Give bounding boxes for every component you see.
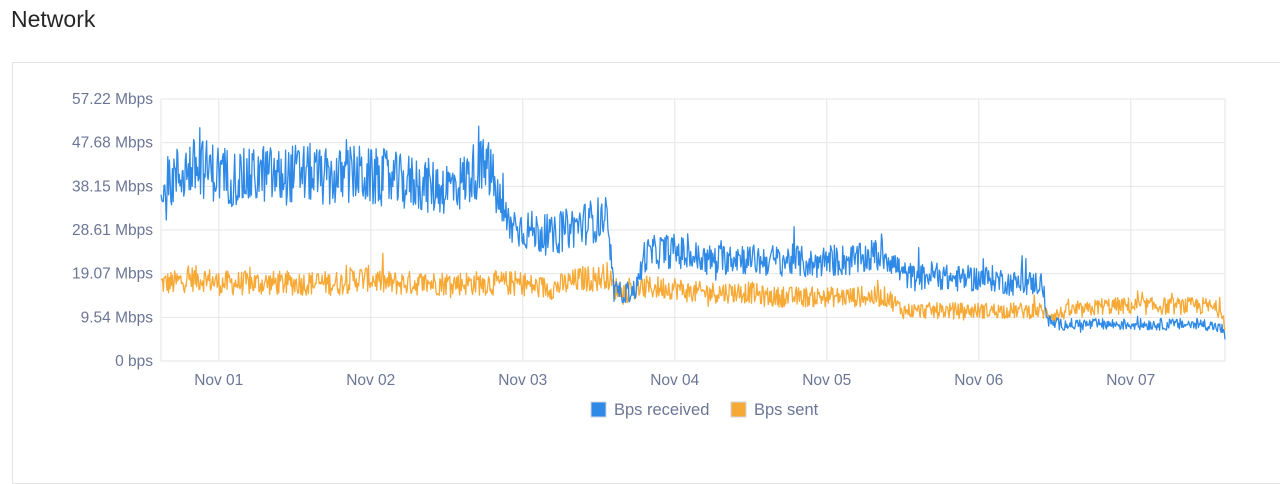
legend-swatch-received[interactable]	[590, 401, 607, 418]
network-chart: 0 bps 9.54 Mbps 19.07 Mbps 28.61 Mbps 38.15 …	[72, 91, 1226, 419]
x-tick-label: Nov 07	[1106, 372, 1155, 389]
legend-label-received[interactable]: Bps received	[614, 401, 709, 419]
y-tick-label: 38.15 Mbps	[72, 178, 153, 195]
series-line-received	[160, 125, 1226, 340]
x-tick-label: Nov 03	[498, 372, 547, 389]
x-tick-label: Nov 05	[802, 372, 851, 389]
y-tick-label: 28.61 Mbps	[72, 222, 153, 239]
series-line-sent	[160, 252, 1226, 331]
y-tick-label: 47.68 Mbps	[72, 135, 153, 152]
page-title: Network	[11, 6, 96, 32]
legend-swatch-sent[interactable]	[730, 401, 747, 418]
x-tick-label: Nov 06	[954, 372, 1003, 389]
y-tick-label: 57.22 Mbps	[72, 91, 153, 108]
y-tick-label: 0 bps	[115, 353, 153, 370]
x-tick-label: Nov 04	[650, 372, 699, 389]
x-tick-label: Nov 02	[346, 372, 395, 389]
legend-label-sent[interactable]: Bps sent	[754, 401, 819, 419]
x-tick-label: Nov 01	[194, 372, 243, 389]
network-chart-card: 0 bps 9.54 Mbps 19.07 Mbps 28.61 Mbps 38.15 …	[12, 62, 1280, 484]
y-tick-label: 19.07 Mbps	[72, 266, 153, 283]
y-tick-label: 9.54 Mbps	[81, 309, 154, 326]
